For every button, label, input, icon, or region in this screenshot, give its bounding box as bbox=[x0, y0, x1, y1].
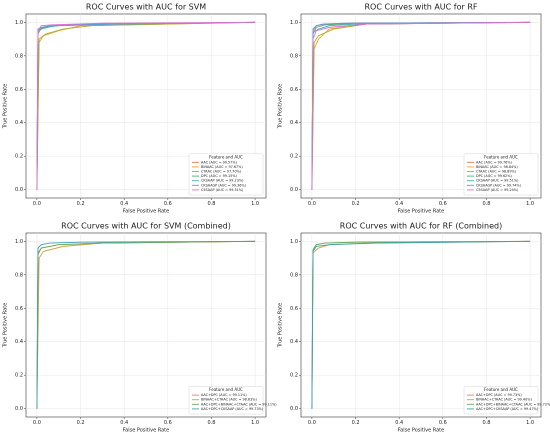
x-axis-label: False Positive Rate bbox=[398, 428, 444, 434]
y-tick-label: 0.8 bbox=[290, 53, 298, 59]
legend-box bbox=[463, 153, 539, 196]
y-tick-label: 0.6 bbox=[15, 87, 23, 93]
x-tick-label: 0.0 bbox=[308, 201, 316, 207]
y-tick-label: 0.6 bbox=[290, 87, 298, 93]
y-tick-label: 0.4 bbox=[15, 339, 23, 345]
legend-box bbox=[188, 153, 264, 196]
x-tick-label: 0.6 bbox=[439, 420, 447, 426]
y-tick-label: 0.4 bbox=[290, 339, 298, 345]
chart-title: ROC Curves with AUC for SVM (Combined) bbox=[61, 222, 231, 231]
y-tick-label: 0.4 bbox=[290, 120, 298, 126]
x-tick-label: 0.2 bbox=[77, 201, 85, 207]
y-tick-label: 1.0 bbox=[15, 239, 23, 245]
legend-label: AAC (AUC = 99.76%) bbox=[476, 160, 513, 164]
legend-label: BINAAC+CTAAC (AUC = 98.63%) bbox=[201, 398, 257, 402]
x-axis-label: False Positive Rate bbox=[398, 209, 444, 215]
x-tick-label: 0.6 bbox=[164, 201, 172, 207]
roc-curve bbox=[36, 240, 256, 409]
legend-label: CKSAAP (AUC = 99.51%) bbox=[476, 179, 519, 183]
y-tick-label: 0.2 bbox=[290, 373, 298, 379]
x-axis-label: False Positive Rate bbox=[123, 209, 169, 215]
y-tick-label: 1.0 bbox=[290, 20, 298, 26]
legend-label: DPC (AUC = 99.15%) bbox=[201, 174, 238, 178]
y-axis-label: True Positive Rate bbox=[278, 303, 284, 349]
legend-label: AAC+DPC+CKSAAP (AUC = 99.47%) bbox=[476, 407, 539, 411]
chart-title: ROC Curves with AUC for SVM bbox=[86, 3, 206, 12]
y-tick-label: 0.2 bbox=[290, 154, 298, 160]
legend-label: CKSAAGP (AUC = 99.36%) bbox=[201, 183, 247, 187]
legend-label: C5SAAP (AUC = 99.51%) bbox=[201, 188, 244, 192]
legend-title: Feature and AUC bbox=[484, 387, 518, 392]
y-tick-label: 0.0 bbox=[290, 187, 298, 193]
y-axis-label: True Positive Rate bbox=[3, 84, 9, 130]
legend-label: AAC+DPC+CKSAAP (AUC = 99.73%) bbox=[201, 407, 264, 411]
x-tick-label: 0.0 bbox=[308, 420, 316, 426]
legend-box bbox=[463, 386, 539, 415]
y-tick-label: 0.0 bbox=[15, 406, 23, 412]
legend-label: CKSAAP (AUC = 99.23%) bbox=[201, 179, 244, 183]
legend-label: AAC+DPC (AUC = 99.11%) bbox=[201, 393, 247, 397]
chart-title: ROC Curves with AUC for RF bbox=[365, 3, 478, 12]
legend-label: CTAAC (AUC = 98.89%) bbox=[476, 170, 517, 174]
y-tick-label: 1.0 bbox=[290, 239, 298, 245]
legend-label: CTAAC (AUC = 97.70%) bbox=[201, 170, 242, 174]
x-tick-label: 0.2 bbox=[352, 420, 360, 426]
x-tick-label: 0.4 bbox=[395, 201, 403, 207]
x-tick-label: 0.6 bbox=[164, 420, 172, 426]
x-tick-label: 0.0 bbox=[33, 420, 41, 426]
roc-curve bbox=[311, 240, 531, 409]
y-tick-label: 0.2 bbox=[15, 373, 23, 379]
legend-label: CKSAAGP (AUC = 99.74%) bbox=[476, 183, 522, 187]
y-axis-label: True Positive Rate bbox=[278, 84, 284, 130]
chart-title: ROC Curves with AUC for RF (Combined) bbox=[340, 222, 502, 231]
legend-label: BINAAC (AUC = 98.84%) bbox=[476, 165, 518, 169]
legend-label: AAC+DPC+BINAAC+CTAAC (AUC = 99.72%) bbox=[476, 402, 550, 406]
y-tick-label: 0.8 bbox=[15, 272, 23, 278]
legend-title: Feature and AUC bbox=[209, 387, 243, 392]
y-tick-label: 0.6 bbox=[290, 306, 298, 312]
x-tick-label: 0.4 bbox=[395, 420, 403, 426]
y-tick-label: 0.4 bbox=[15, 120, 23, 126]
x-tick-label: 0.8 bbox=[207, 420, 215, 426]
x-tick-label: 1.0 bbox=[526, 201, 534, 207]
roc-curve bbox=[36, 21, 256, 190]
x-tick-label: 0.4 bbox=[120, 201, 128, 207]
x-tick-label: 0.2 bbox=[77, 420, 85, 426]
legend-label: AAC+DPC (AUC = 99.73%) bbox=[476, 393, 522, 397]
legend-label: BINAAC (AUC = 97.67%) bbox=[201, 165, 243, 169]
legend-box bbox=[188, 386, 264, 415]
legend-label: C5SAAP (AUC = 99.24%) bbox=[476, 188, 519, 192]
x-tick-label: 0.6 bbox=[439, 201, 447, 207]
y-tick-label: 0.0 bbox=[290, 406, 298, 412]
roc-curve bbox=[311, 21, 531, 190]
x-tick-label: 0.0 bbox=[33, 201, 41, 207]
x-tick-label: 0.8 bbox=[482, 420, 490, 426]
legend-label: AAC+DPC+BINAAC+CTAAC (AUC = 99.11%) bbox=[201, 402, 277, 406]
x-tick-label: 0.4 bbox=[120, 420, 128, 426]
x-axis-label: False Positive Rate bbox=[123, 428, 169, 434]
x-tick-label: 1.0 bbox=[526, 420, 534, 426]
legend-title: Feature and AUC bbox=[209, 154, 243, 159]
x-tick-label: 0.8 bbox=[482, 201, 490, 207]
roc-curve bbox=[36, 21, 256, 190]
legend-label: BINAAC+CTAAC (AUC = 99.40%) bbox=[476, 398, 532, 402]
legend-label: AAC (AUC = 99.57%) bbox=[201, 160, 238, 164]
y-tick-label: 0.0 bbox=[15, 187, 23, 193]
y-tick-label: 0.8 bbox=[15, 53, 23, 59]
x-tick-label: 0.8 bbox=[207, 201, 215, 207]
plot-area bbox=[300, 232, 542, 418]
y-tick-label: 0.6 bbox=[15, 306, 23, 312]
y-tick-label: 1.0 bbox=[15, 20, 23, 26]
x-tick-label: 1.0 bbox=[251, 201, 259, 207]
y-tick-label: 0.8 bbox=[290, 272, 298, 278]
plot-area bbox=[25, 232, 267, 418]
y-tick-label: 0.2 bbox=[15, 154, 23, 160]
x-tick-label: 0.2 bbox=[352, 201, 360, 207]
y-axis-label: True Positive Rate bbox=[3, 303, 9, 349]
x-tick-label: 1.0 bbox=[251, 420, 259, 426]
legend-title: Feature and AUC bbox=[484, 154, 518, 159]
legend-label: DPC (AUC = 99.62%) bbox=[476, 174, 513, 178]
